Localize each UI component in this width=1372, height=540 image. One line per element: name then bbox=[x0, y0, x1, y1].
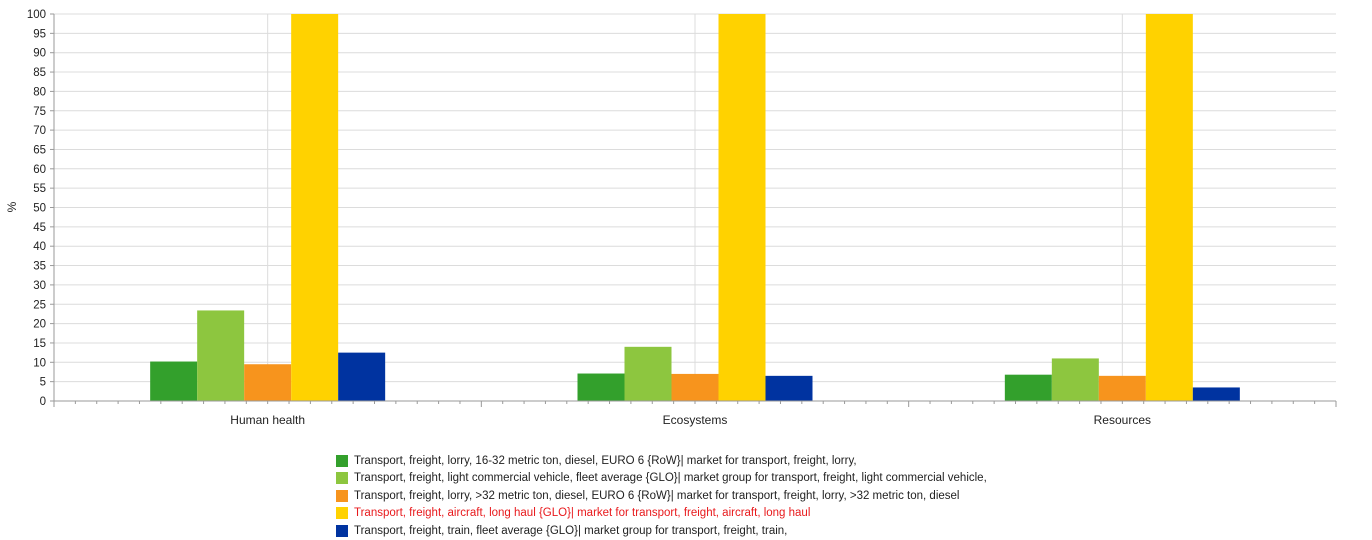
bar bbox=[1051, 358, 1099, 401]
legend-item: Transport, freight, lorry, >32 metric to… bbox=[336, 487, 987, 505]
y-tick-label: 65 bbox=[33, 144, 46, 156]
y-tick-label: 25 bbox=[33, 299, 46, 311]
bars bbox=[150, 14, 1240, 401]
bar bbox=[244, 364, 292, 401]
y-tick-label: 100 bbox=[27, 9, 46, 21]
legend-swatch bbox=[336, 454, 348, 467]
bar bbox=[718, 14, 766, 401]
y-tick-label: 75 bbox=[33, 106, 46, 118]
y-tick-label: 90 bbox=[33, 48, 46, 60]
legend: Transport, freight, lorry, 16-32 metric … bbox=[336, 452, 987, 540]
y-tick-label: 15 bbox=[33, 338, 46, 350]
axes: 0 5 10 15 20 25 30 35 40 45 50 55 60 65 70 75 80 85 90 95 10… bbox=[27, 9, 1337, 427]
y-tick-label: 95 bbox=[33, 28, 46, 40]
x-tick-label: Ecosystems bbox=[663, 413, 728, 427]
y-tick-label: 30 bbox=[33, 280, 46, 292]
legend-label: Transport, freight, lorry, 16-32 metric … bbox=[354, 454, 857, 467]
grid bbox=[54, 13, 1336, 401]
x-tick-label: Resources bbox=[1094, 413, 1151, 427]
y-tick-label: 5 bbox=[40, 377, 46, 389]
bar bbox=[577, 373, 625, 401]
y-tick-label: 20 bbox=[33, 319, 46, 331]
bar bbox=[624, 346, 672, 401]
legend-label: Transport, freight, aircraft, long haul … bbox=[354, 507, 811, 520]
bar bbox=[1004, 374, 1052, 401]
legend-item: Transport, freight, aircraft, long haul … bbox=[336, 505, 987, 523]
y-tick-label: 10 bbox=[33, 357, 46, 369]
y-tick-label: 60 bbox=[33, 164, 46, 176]
y-tick-label: 35 bbox=[33, 261, 46, 273]
legend-label: Transport, freight, lorry, >32 metric to… bbox=[354, 489, 960, 502]
y-tick-label: 55 bbox=[33, 183, 46, 195]
y-tick-label: 70 bbox=[33, 125, 46, 137]
bar bbox=[291, 14, 339, 401]
bar bbox=[671, 373, 719, 401]
bar bbox=[1098, 375, 1146, 401]
legend-swatch bbox=[336, 472, 348, 485]
bar bbox=[765, 375, 813, 401]
bar bbox=[1145, 14, 1193, 401]
y-tick-label: 45 bbox=[33, 222, 46, 234]
y-axis-label: % bbox=[5, 201, 19, 212]
legend-item: Transport, freight, light commercial veh… bbox=[336, 470, 987, 488]
y-tick-label: 0 bbox=[40, 396, 46, 408]
legend-label: Transport, freight, train, fleet average… bbox=[354, 524, 788, 537]
legend-label: Transport, freight, light commercial veh… bbox=[354, 472, 987, 485]
legend-item: Transport, freight, train, fleet average… bbox=[336, 522, 987, 540]
bar bbox=[150, 361, 198, 401]
legend-swatch bbox=[336, 507, 348, 520]
bar bbox=[197, 310, 245, 401]
y-tick-label: 50 bbox=[33, 203, 46, 215]
legend-swatch bbox=[336, 524, 348, 537]
bar bbox=[1192, 387, 1240, 401]
y-tick-label: 40 bbox=[33, 241, 46, 253]
x-tick-label: Human health bbox=[230, 413, 305, 427]
legend-item: Transport, freight, lorry, 16-32 metric … bbox=[336, 452, 987, 470]
legend-swatch bbox=[336, 489, 348, 502]
y-tick-label: 80 bbox=[33, 86, 46, 98]
y-tick-label: 85 bbox=[33, 67, 46, 79]
bar bbox=[338, 352, 386, 401]
